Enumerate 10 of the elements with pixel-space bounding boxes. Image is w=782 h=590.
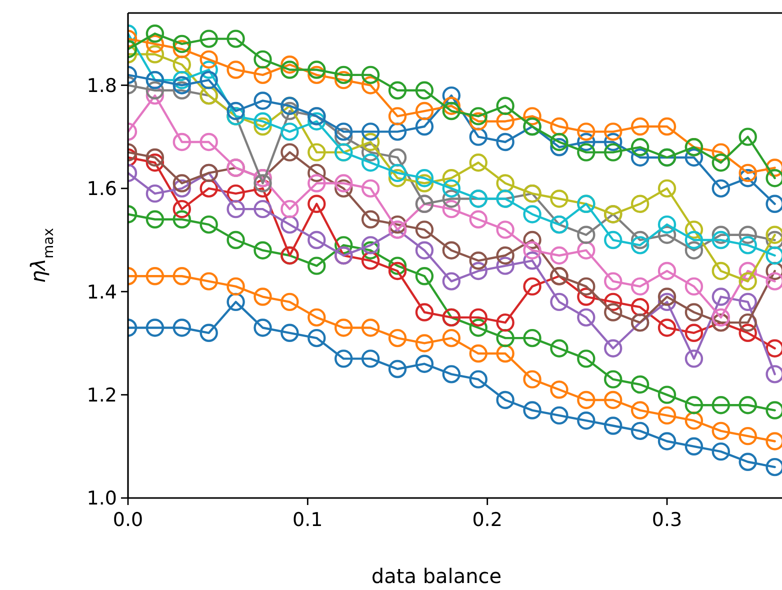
y-tick-label: 1.2: [86, 384, 117, 406]
y-tick-label: 1.6: [86, 178, 117, 200]
x-tick-label: 0.2: [472, 509, 502, 531]
x-tick-label: 0.0: [112, 509, 144, 531]
y-tick-label: 1.4: [86, 281, 117, 304]
y-tick-label: 1.0: [86, 488, 117, 510]
x-tick-label: 0.1: [292, 509, 323, 531]
x-axis-title: data balance: [371, 564, 502, 588]
y-tick-label: 1.8: [86, 74, 117, 97]
x-tick-label: 0.3: [652, 509, 682, 531]
